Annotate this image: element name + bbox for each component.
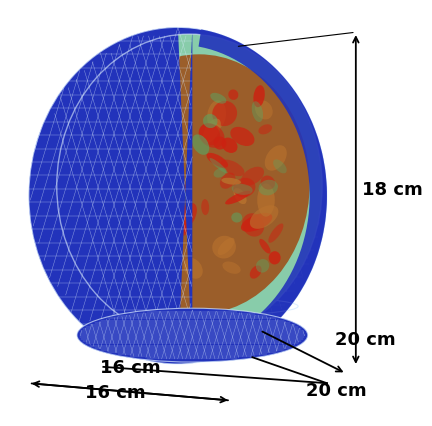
Ellipse shape <box>140 236 157 252</box>
Ellipse shape <box>170 184 187 201</box>
Ellipse shape <box>192 134 209 155</box>
Ellipse shape <box>252 101 263 122</box>
Ellipse shape <box>165 240 178 254</box>
Ellipse shape <box>201 199 209 215</box>
Ellipse shape <box>173 225 191 236</box>
Polygon shape <box>29 27 192 364</box>
Ellipse shape <box>273 159 287 173</box>
Ellipse shape <box>127 131 145 164</box>
Ellipse shape <box>232 184 253 195</box>
Ellipse shape <box>133 112 144 126</box>
Ellipse shape <box>218 238 235 255</box>
Ellipse shape <box>203 114 218 128</box>
Ellipse shape <box>150 184 173 208</box>
Ellipse shape <box>131 137 150 148</box>
Ellipse shape <box>258 180 278 196</box>
Ellipse shape <box>212 236 236 259</box>
Ellipse shape <box>175 203 197 231</box>
Ellipse shape <box>140 185 148 196</box>
Ellipse shape <box>199 123 220 145</box>
Text: 20 cm: 20 cm <box>306 382 367 400</box>
Ellipse shape <box>137 109 156 132</box>
Ellipse shape <box>250 265 262 279</box>
Ellipse shape <box>143 229 163 252</box>
Text: 16 cm: 16 cm <box>99 359 160 377</box>
Ellipse shape <box>57 34 322 338</box>
Ellipse shape <box>77 308 308 362</box>
Text: 18 cm: 18 cm <box>362 181 422 199</box>
Ellipse shape <box>233 178 255 197</box>
Ellipse shape <box>220 173 235 189</box>
Ellipse shape <box>129 127 147 144</box>
Ellipse shape <box>160 203 175 213</box>
Ellipse shape <box>184 258 203 279</box>
Ellipse shape <box>230 127 254 146</box>
Ellipse shape <box>269 251 281 265</box>
Polygon shape <box>199 29 327 362</box>
Ellipse shape <box>157 155 183 187</box>
Ellipse shape <box>255 100 273 119</box>
Ellipse shape <box>258 124 272 134</box>
Ellipse shape <box>220 160 245 176</box>
Ellipse shape <box>241 167 264 186</box>
Ellipse shape <box>170 183 187 198</box>
Ellipse shape <box>265 145 287 171</box>
Ellipse shape <box>241 213 272 232</box>
Ellipse shape <box>148 146 170 166</box>
Text: 20 cm: 20 cm <box>335 331 395 349</box>
Ellipse shape <box>153 174 173 195</box>
Ellipse shape <box>159 167 171 182</box>
Ellipse shape <box>213 136 226 150</box>
Ellipse shape <box>260 176 275 190</box>
Ellipse shape <box>158 217 171 239</box>
Ellipse shape <box>77 308 308 362</box>
Ellipse shape <box>268 224 283 243</box>
Ellipse shape <box>203 118 221 143</box>
Ellipse shape <box>122 219 131 239</box>
Ellipse shape <box>222 138 238 153</box>
Ellipse shape <box>153 83 160 96</box>
Ellipse shape <box>153 136 166 143</box>
Ellipse shape <box>159 275 165 288</box>
Ellipse shape <box>212 101 237 126</box>
Ellipse shape <box>225 191 251 204</box>
Ellipse shape <box>173 234 178 250</box>
Ellipse shape <box>207 100 226 130</box>
Ellipse shape <box>165 153 176 184</box>
Text: 16 cm: 16 cm <box>85 384 146 402</box>
Ellipse shape <box>178 221 188 234</box>
Ellipse shape <box>206 153 228 168</box>
Ellipse shape <box>228 89 238 100</box>
Ellipse shape <box>117 212 141 232</box>
Ellipse shape <box>234 188 247 204</box>
Ellipse shape <box>250 205 278 229</box>
Ellipse shape <box>253 85 265 107</box>
Ellipse shape <box>199 124 225 148</box>
Ellipse shape <box>127 194 145 212</box>
Ellipse shape <box>213 168 226 178</box>
Ellipse shape <box>259 239 270 253</box>
Ellipse shape <box>89 55 310 314</box>
Ellipse shape <box>210 93 226 104</box>
Ellipse shape <box>242 213 264 236</box>
Ellipse shape <box>139 169 168 189</box>
Ellipse shape <box>257 184 275 217</box>
Ellipse shape <box>130 252 159 276</box>
Ellipse shape <box>122 124 151 149</box>
Ellipse shape <box>128 96 141 114</box>
Ellipse shape <box>231 213 242 222</box>
Ellipse shape <box>210 158 228 173</box>
Ellipse shape <box>256 259 269 273</box>
Ellipse shape <box>221 178 241 185</box>
Ellipse shape <box>147 96 162 112</box>
Ellipse shape <box>29 27 327 364</box>
Ellipse shape <box>222 262 241 274</box>
Ellipse shape <box>134 102 149 114</box>
Ellipse shape <box>165 196 181 210</box>
Ellipse shape <box>124 244 149 265</box>
